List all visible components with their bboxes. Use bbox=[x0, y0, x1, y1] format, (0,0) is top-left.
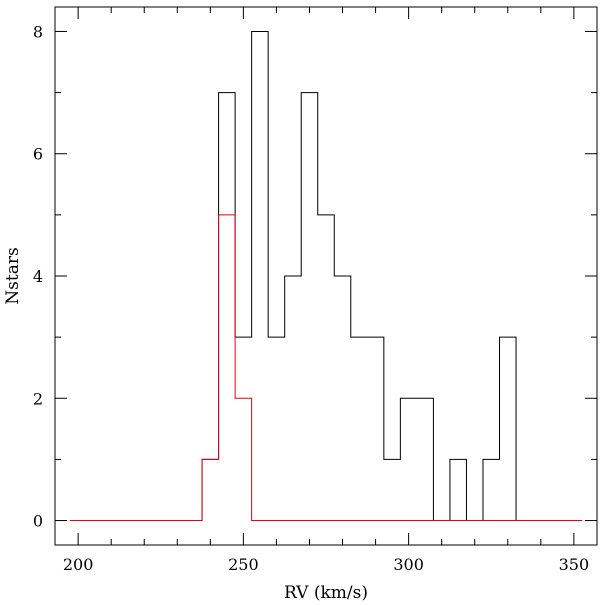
y-tick-label: 4 bbox=[33, 267, 43, 286]
y-tick-label: 8 bbox=[33, 22, 43, 41]
histogram-series bbox=[69, 30, 583, 522]
histogram-series-1-line bbox=[69, 30, 583, 522]
x-tick-label: 300 bbox=[393, 555, 424, 574]
x-axis-label: RV (km/s) bbox=[284, 583, 368, 603]
x-tick-label: 200 bbox=[63, 555, 94, 574]
y-tick-label: 0 bbox=[33, 512, 43, 531]
x-tick-label: 250 bbox=[228, 555, 259, 574]
y-axis-label: Nstars bbox=[3, 247, 23, 304]
histogram-series-2-line bbox=[69, 214, 583, 522]
x-axis-ticks: 200 250 300 350 bbox=[63, 7, 589, 574]
y-tick-label: 6 bbox=[33, 145, 43, 164]
y-tick-label: 2 bbox=[33, 389, 43, 408]
x-tick-label: 350 bbox=[559, 555, 590, 574]
y-axis-ticks: 0 2 4 6 8 bbox=[33, 22, 597, 531]
